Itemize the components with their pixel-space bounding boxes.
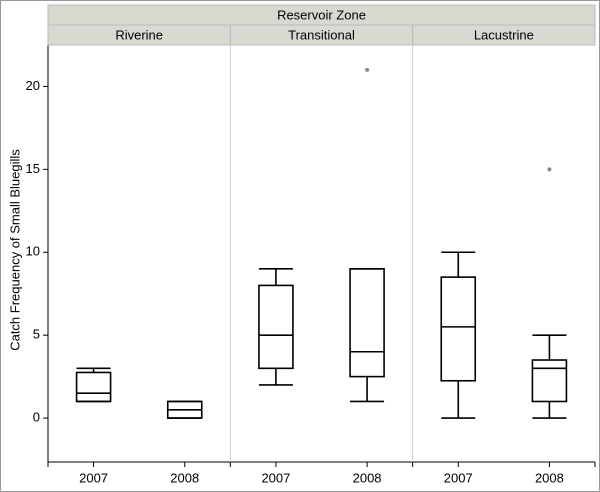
x-tick-label: 2008 — [170, 470, 199, 485]
x-tick-label: 2007 — [444, 470, 473, 485]
box — [440, 276, 477, 382]
facet-title: Transitional — [288, 27, 355, 42]
strip-title: Reservoir Zone — [277, 7, 366, 22]
y-tick-label: 15 — [26, 161, 40, 176]
x-tick-label: 2007 — [261, 470, 290, 485]
facet-title: Lacustrine — [474, 27, 534, 42]
box — [75, 371, 112, 403]
box — [531, 359, 568, 403]
facet-strip — [412, 24, 596, 46]
y-tick-label: 0 — [33, 409, 40, 424]
x-tick-label: 2007 — [79, 470, 108, 485]
outlier — [547, 167, 552, 172]
x-tick-label: 2008 — [535, 470, 564, 485]
y-axis-label: Catch Frequency of Small Bluegills — [7, 149, 22, 351]
box — [349, 268, 385, 378]
outlier — [365, 67, 370, 72]
box — [258, 284, 294, 370]
facet-title: Riverine — [115, 27, 163, 42]
x-tick-label: 2008 — [353, 470, 382, 485]
y-tick-label: 5 — [33, 327, 40, 342]
y-tick-label: 20 — [26, 78, 40, 93]
y-tick-label: 10 — [26, 244, 40, 259]
